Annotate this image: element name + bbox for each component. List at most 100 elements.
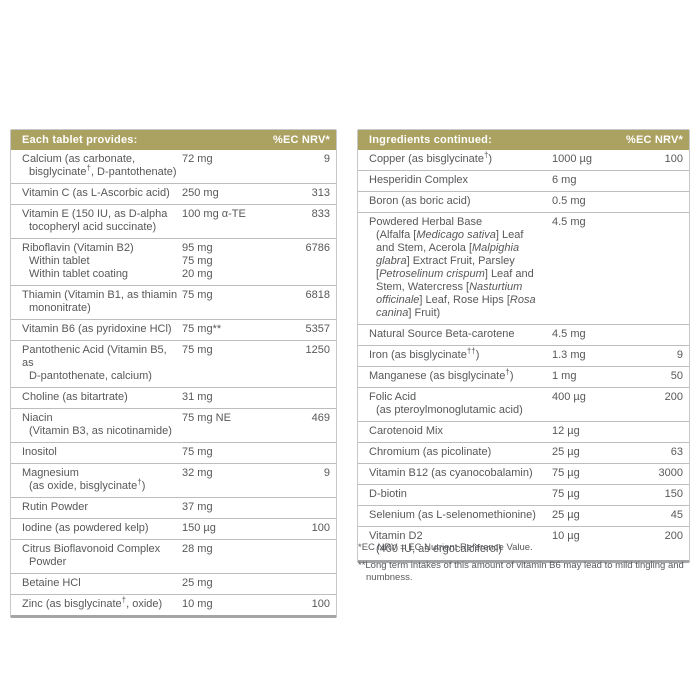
ingredient-amount: 95 mg 75 mg 20 mg <box>182 242 274 281</box>
table-row: D-biotin 75 µg 150 <box>358 484 689 505</box>
dagger-footnote-marker: † <box>505 367 510 377</box>
ingredient-amount-line: 1.3 mg <box>552 349 586 361</box>
right-table-header: Ingredients continued: %EC NRV* <box>358 130 689 150</box>
ingredient-name-line: (as oxide, bisglycinate†) <box>29 477 146 492</box>
ingredient-amount: 75 mg <box>182 289 274 302</box>
ingredient-amount-line: 4.5 mg <box>552 328 586 340</box>
ingredient-name-line: Powder <box>29 556 67 568</box>
ingredient-nrv-value: 5357 <box>305 323 330 335</box>
ingredient-name: Iodine (as powdered kelp) <box>22 522 182 535</box>
ingredient-amount-line: 20 mg <box>182 268 213 280</box>
table-row: Vitamin B12 (as cyanocobalamin) 75 µg 3000 <box>358 463 689 484</box>
table-row: Vitamin E (150 IU, as D-alpha tocopheryl … <box>11 204 336 238</box>
ingredient-name: Betaine HCl <box>22 577 182 590</box>
footnote: *EC NRV = EC Nutrient Reference Value. <box>358 542 533 553</box>
ingredient-amount-line: 10 µg <box>552 530 580 542</box>
ingredient-name: Vitamin B6 (as pyridoxine HCl) <box>22 323 182 336</box>
ingredient-name-line: Riboflavin (Vitamin B2) <box>22 242 134 254</box>
ingredient-name-line: (400 IU, as ergocalciferol) <box>376 543 502 555</box>
ingredient-name-line: (Alfalfa [Medicago sativa] Leaf <box>376 229 524 241</box>
ingredient-name: D-biotin <box>369 488 552 501</box>
table-row: Iodine (as powdered kelp) 150 µg 100 <box>11 518 336 539</box>
right-table-body: Copper (as bisglycinate†) 1000 µg 100 Hespe… <box>358 150 689 560</box>
ingredient-name: Chromium (as picolinate) <box>369 446 552 459</box>
table-row: Selenium (as L-selenomethionine) 25 µg 45 <box>358 505 689 526</box>
ingredient-amount: 32 mg <box>182 467 274 480</box>
dagger-footnote-marker: † <box>483 150 489 160</box>
ingredient-name-line: Natural Source Beta-carotene <box>369 328 515 340</box>
ingredient-name-line: Copper (as bisglycinate†) <box>369 150 493 165</box>
ingredient-name: Folic Acid (as pteroylmonoglutamic acid) <box>369 391 552 417</box>
ingredient-name: Vitamin D2 (400 IU, as ergocalciferol) <box>369 530 552 556</box>
ingredient-amount: 75 mg** <box>182 323 274 336</box>
ingredient-amount: 10 mg <box>182 598 274 611</box>
ingredient-name-line: Inositol <box>22 446 57 458</box>
dagger-footnote-marker: † <box>466 346 472 356</box>
ingredient-name-line: mononitrate) <box>29 302 91 314</box>
table-row: Powdered Herbal Base (Alfalfa [Medicago s… <box>358 212 689 324</box>
ingredient-name-line: D-biotin <box>369 488 407 500</box>
ingredient-name: Selenium (as L-selenomethionine) <box>369 509 552 522</box>
left-table-title: Each tablet provides: <box>22 134 138 146</box>
ingredient-nrv-value: 100 <box>311 598 330 610</box>
ingredient-amount: 400 µg <box>552 391 640 404</box>
ingredient-name-line: and Stem, Acerola [Malpighia <box>376 242 520 254</box>
ingredient-nrv-value: 1250 <box>305 344 330 356</box>
ingredient-name-line: glabra] Extract Fruit, Parsley <box>376 255 515 267</box>
ingredient-name: Manganese (as bisglycinate†) <box>369 367 552 383</box>
ingredient-amount: 1 mg <box>552 370 640 383</box>
ingredient-amount: 250 mg <box>182 187 274 200</box>
ingredient-amount-line: 4.5 mg <box>552 216 586 228</box>
ingredient-amount-line: 25 mg <box>182 577 213 589</box>
ingredient-name: Iron (as bisglycinate††) <box>369 346 552 362</box>
ingredient-name-line: Within tablet <box>29 255 90 267</box>
ingredient-nrv-value: 50 <box>670 370 683 382</box>
ingredient-nrv-value: 6786 <box>305 242 330 254</box>
ingredient-name-line: Niacin <box>22 412 53 424</box>
table-row: Inositol 75 mg <box>11 442 336 463</box>
ingredient-name-line: Folic Acid <box>369 391 417 403</box>
ingredient-amount: 28 mg <box>182 543 274 556</box>
ingredient-name: Rutin Powder <box>22 501 182 514</box>
ingredient-amount: 100 mg α-TE <box>182 208 274 221</box>
left-table-body: Calcium (as carbonate, bisglycinate†, D-p… <box>11 150 336 615</box>
ingredient-name-line: Hesperidin Complex <box>369 174 469 186</box>
ingredient-amount: 1.3 mg <box>552 349 640 362</box>
table-row: Pantothenic Acid (Vitamin B5, as D-pantot… <box>11 340 336 387</box>
footnotes: *EC NRV = EC Nutrient Reference Value. **… <box>358 542 694 590</box>
ingredient-name-line: Vitamin C (as L-Ascorbic acid) <box>22 187 170 199</box>
ingredient-name-line: Carotenoid Mix <box>369 425 443 437</box>
table-row: Choline (as bitartrate) 31 mg <box>11 387 336 408</box>
ingredient-nrv-value: 313 <box>311 187 330 199</box>
ingredient-name: Vitamin B12 (as cyanocobalamin) <box>369 467 552 480</box>
ingredient-amount-line: 25 µg <box>552 509 580 521</box>
ingredient-name: Copper (as bisglycinate†) <box>369 150 552 166</box>
ingredient-name-line: officinale] Leaf, Rose Hips [Rosa <box>376 294 536 306</box>
ingredient-name-line: Choline (as bitartrate) <box>22 391 128 403</box>
ingredient-amount-line: 75 mg <box>182 289 213 301</box>
ingredient-nrv-value: 200 <box>664 391 683 403</box>
ingredient-amount-line: 75 mg <box>182 255 213 267</box>
ingredient-amount: 72 mg <box>182 153 274 166</box>
ingredient-name: Magnesium (as oxide, bisglycinate†) <box>22 467 182 493</box>
ingredient-amount: 6 mg <box>552 174 640 187</box>
table-row: Carotenoid Mix 12 µg <box>358 421 689 442</box>
ingredient-name-line: Betaine HCl <box>22 577 81 589</box>
dagger-footnote-marker: † <box>471 346 476 356</box>
table-row: Magnesium (as oxide, bisglycinate†) 32 mg 9 <box>11 463 336 497</box>
ingredient-amount-line: 75 mg** <box>182 323 222 335</box>
ingredient-nrv-value: 6818 <box>305 289 330 301</box>
ingredient-name-line: Iodine (as powdered kelp) <box>22 522 149 534</box>
ingredient-amount-line: 1000 µg <box>552 153 592 165</box>
ingredient-amount-line: 75 µg <box>552 467 580 479</box>
ingredient-nrv-value: 150 <box>664 488 683 500</box>
each-tablet-provides-table: Each tablet provides: %EC NRV* Calcium (… <box>10 129 337 618</box>
ingredient-name: Carotenoid Mix <box>369 425 552 438</box>
ingredient-name-line: Selenium (as L-selenomethionine) <box>369 509 536 521</box>
ingredient-name-line: Vitamin E (150 IU, as D-alpha <box>22 208 168 220</box>
ingredient-name-line: Vitamin B12 (as cyanocobalamin) <box>369 467 533 479</box>
ingredient-name-line: Zinc (as bisglycinate†, oxide) <box>22 595 163 610</box>
ingredient-nrv-value: 9 <box>323 153 330 165</box>
ingredient-amount-line: 1 mg <box>552 370 577 382</box>
ingredient-amount-line: 75 µg <box>552 488 580 500</box>
